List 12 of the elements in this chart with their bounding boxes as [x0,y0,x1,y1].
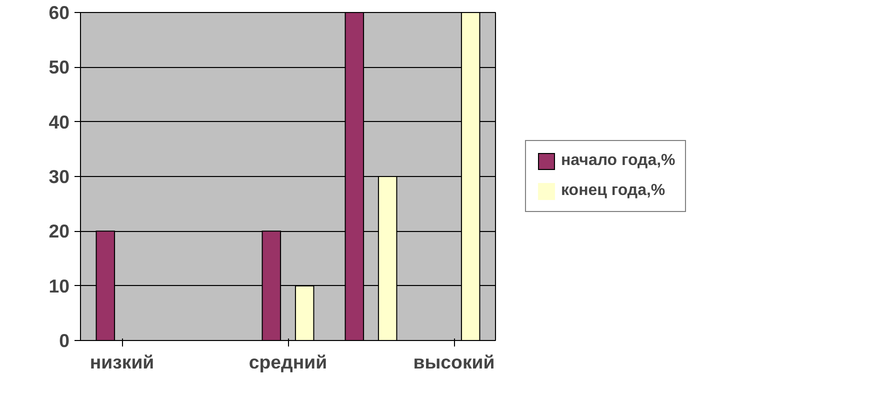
x-tick-label: средний [248,352,328,372]
x-tick-label: высокий [413,352,495,372]
y-tick-label: 10 [48,275,70,296]
y-tick-label: 20 [48,220,70,242]
legend-label: конец года,% [561,182,666,200]
x-tick-label: низкий [90,352,154,372]
y-tick-label: 50 [48,56,70,78]
y-tick-label: 40 [48,111,70,132]
y-tick-label: 0 [59,330,70,351]
legend-label: начало года,% [561,152,676,170]
y-tick-label: 60 [48,2,70,23]
y-tick-label: 30 [48,166,70,187]
